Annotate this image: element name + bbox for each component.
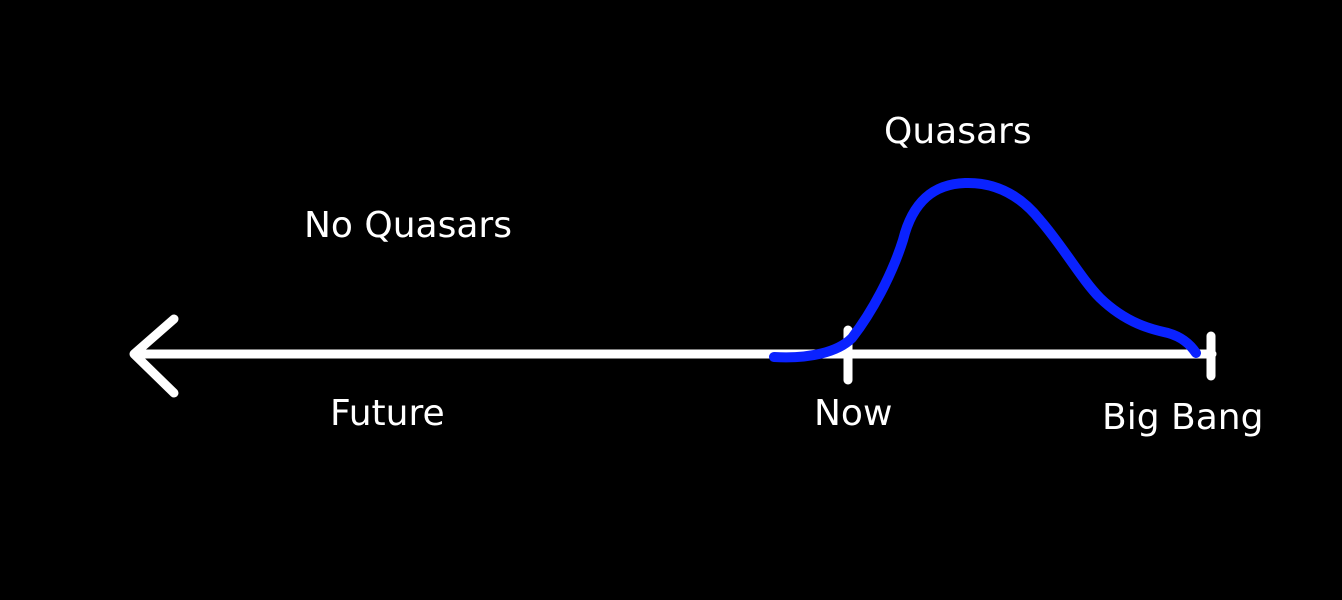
big-bang-label: Big Bang xyxy=(1102,397,1264,438)
future-arrowhead xyxy=(129,314,179,398)
quasar-curve xyxy=(769,177,1201,363)
quasars-label: Quasars xyxy=(884,111,1032,152)
future-label: Future xyxy=(330,393,445,434)
now-label: Now xyxy=(814,393,893,434)
no-quasars-label: No Quasars xyxy=(304,205,512,246)
